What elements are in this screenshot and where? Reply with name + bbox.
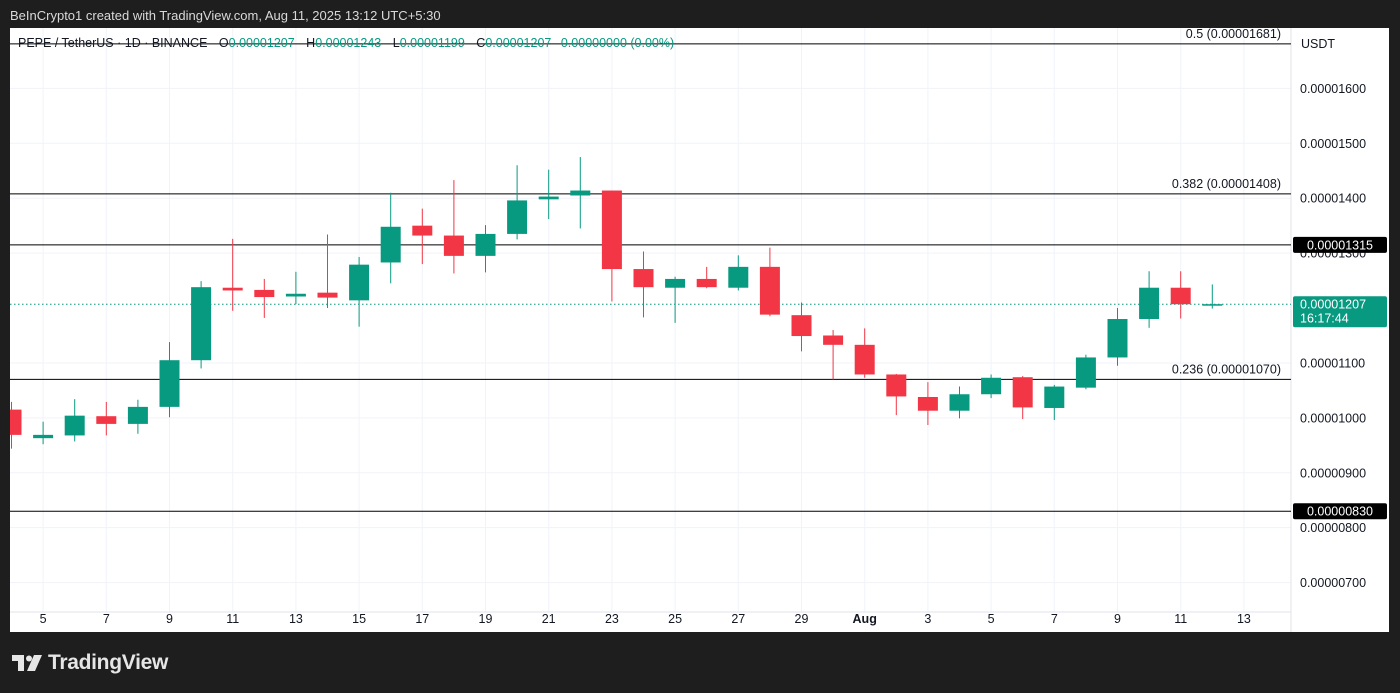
close-label: C <box>476 36 486 50</box>
candle-body-down <box>886 374 907 397</box>
candle-body-down <box>10 409 22 435</box>
candle-body-up <box>191 287 212 361</box>
candle-body-down <box>759 266 780 315</box>
x-tick-label: 27 <box>731 612 745 626</box>
header-caption: BeInCrypto1 created with TradingView.com… <box>10 8 441 23</box>
last-price-label: 0.00001207 <box>1300 298 1366 312</box>
fib-level-label: 0.382 (0.00001408) <box>1172 177 1281 191</box>
candle-body-up <box>1202 304 1223 306</box>
candle-body-up <box>1075 357 1096 388</box>
logo-wordmark: TradingView <box>48 651 169 674</box>
y-tick-label: 0.00001100 <box>1300 356 1365 370</box>
candle-body-down <box>854 344 875 375</box>
x-tick-label: 9 <box>1114 612 1121 626</box>
candle-body-down <box>1170 287 1191 305</box>
y-tick-label: 0.00000800 <box>1300 521 1366 535</box>
tradingview-logo-icon <box>12 655 42 671</box>
candle-body-down <box>696 278 717 288</box>
fib-level-label: 0.236 (0.00001070) <box>1172 362 1281 376</box>
candle-body-down <box>791 315 812 337</box>
level-price-label: 0.00001315 <box>1307 238 1373 252</box>
candle-body-up <box>1044 386 1065 408</box>
x-tick-label: 29 <box>795 612 809 626</box>
candle-body-down <box>96 416 117 424</box>
x-tick-label: 23 <box>605 612 619 626</box>
candle-body-up <box>349 264 370 301</box>
candle-body-down <box>917 396 938 411</box>
candle-body-down <box>601 190 622 270</box>
high-value: 0.00001243 <box>315 36 382 50</box>
x-tick-label: 5 <box>40 612 47 626</box>
candle-body-up <box>380 226 401 263</box>
level-price-label: 0.00000830 <box>1307 505 1373 519</box>
candle-body-down <box>633 269 654 288</box>
x-tick-label: 7 <box>1051 612 1058 626</box>
x-tick-label: 9 <box>166 612 173 626</box>
chart-area[interactable]: 0.5 (0.00001681) 0.382 (0.00001408) 0.236 … <box>10 28 1389 632</box>
candle-body-up <box>1107 319 1128 358</box>
x-tick-label: 5 <box>988 612 995 626</box>
price-chart[interactable]: 0.5 (0.00001681) 0.382 (0.00001408) 0.236 … <box>10 28 1389 632</box>
candle-body-up <box>475 233 496 256</box>
ohlc-legend: PEPE / TetherUS · 1D · BINANCE O0.000012… <box>18 36 674 50</box>
candle-body-up <box>728 266 749 288</box>
candle-body-up <box>159 360 180 407</box>
candle-body-up <box>538 196 559 200</box>
candle-body-down <box>317 292 338 298</box>
change-value: 0.00000000 (0.00%) <box>560 36 675 50</box>
bar-countdown-label: 16:17:44 <box>1300 312 1349 326</box>
x-tick-label: 11 <box>1174 612 1187 626</box>
candle-body-up <box>285 293 306 297</box>
x-tick-label: 15 <box>352 612 366 626</box>
candle-body-up <box>949 394 970 411</box>
candle-body-down <box>412 225 433 236</box>
candle-body-down <box>443 235 464 256</box>
last-price-badge <box>1293 296 1387 328</box>
candle-body-down <box>254 289 275 298</box>
y-tick-label: 0.00001500 <box>1300 137 1366 151</box>
x-tick-label: 21 <box>542 612 556 626</box>
level-price-badge <box>1293 236 1387 253</box>
open-value: 0.00001207 <box>228 36 295 50</box>
x-tick-label: 13 <box>289 612 303 626</box>
y-tick-label: 0.00001400 <box>1300 192 1366 206</box>
x-tick-label: 17 <box>415 612 429 626</box>
candle-body-up <box>981 377 1002 395</box>
y-tick-label: 0.00000900 <box>1300 466 1366 480</box>
x-tick-label: 13 <box>1237 612 1251 626</box>
y-tick-label: 0.00000700 <box>1300 576 1366 590</box>
level-price-badge <box>1293 503 1387 520</box>
x-tick-label: 25 <box>668 612 682 626</box>
candle-body-up <box>570 190 591 196</box>
tradingview-logo[interactable]: TradingView <box>12 651 168 675</box>
x-tick-label: 19 <box>479 612 493 626</box>
y-tick-label: 0.00001000 <box>1300 411 1366 425</box>
low-value: 0.00001199 <box>399 36 465 50</box>
candle-body-down <box>823 335 844 345</box>
currency-label: USDT <box>1301 37 1335 51</box>
candle-body-up <box>64 415 85 436</box>
candle-body-up <box>665 278 686 288</box>
candle-body-up <box>1139 287 1160 320</box>
high-label: H <box>306 36 316 50</box>
candle-body-up <box>507 200 528 234</box>
close-value: 0.00001207 <box>485 36 552 50</box>
x-tick-label: Aug <box>853 612 877 626</box>
low-label: L <box>392 36 400 50</box>
candle-body-down <box>1012 377 1033 408</box>
candle-body-up <box>33 434 54 439</box>
x-tick-label: 7 <box>103 612 110 626</box>
open-label: O <box>218 36 229 50</box>
fib-level-label: 0.5 (0.00001681) <box>1186 28 1281 41</box>
x-tick-label: 3 <box>924 612 931 626</box>
candle-body-down <box>222 287 243 291</box>
candle-body-up <box>127 406 148 424</box>
y-tick-label: 0.00001600 <box>1300 82 1366 96</box>
x-tick-label: 11 <box>226 612 239 626</box>
symbol-label[interactable]: PEPE / TetherUS · 1D · BINANCE <box>18 36 208 50</box>
